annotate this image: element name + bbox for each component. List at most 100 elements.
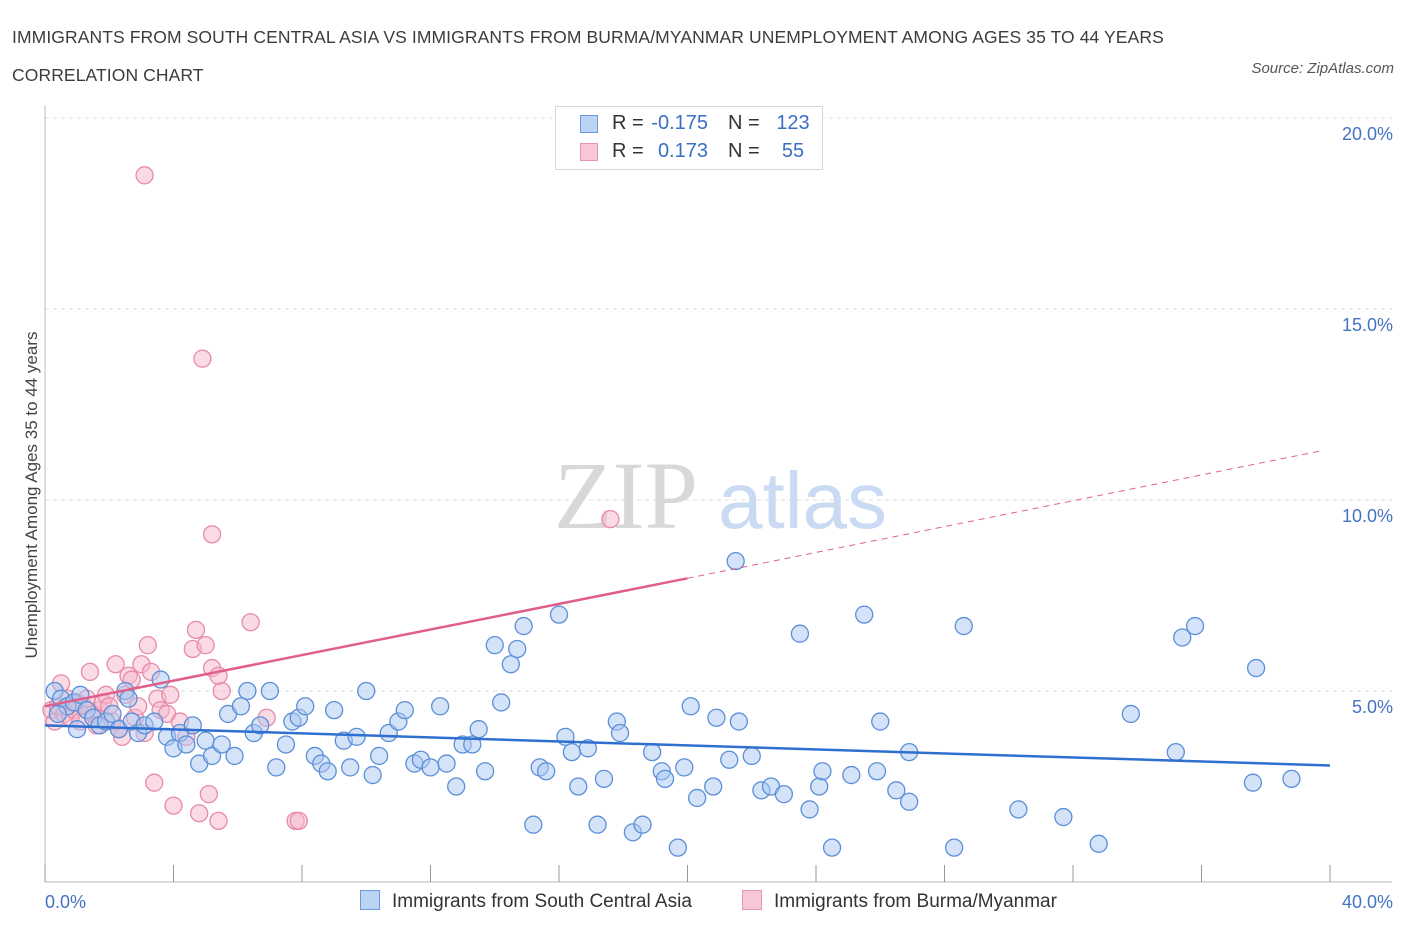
bottom-legend-label: Immigrants from Burma/Myanmar bbox=[774, 891, 1057, 912]
data-point bbox=[729, 712, 749, 731]
data-point bbox=[260, 681, 280, 701]
bottom-legend-burma: Immigrants from Burma/Myanmar bbox=[742, 890, 1057, 913]
data-point bbox=[800, 800, 819, 819]
data-point bbox=[202, 525, 222, 544]
data-point bbox=[508, 639, 527, 659]
y-tick-label: 10.0% bbox=[1342, 506, 1393, 526]
y-tick-label: 15.0% bbox=[1342, 315, 1393, 335]
data-point bbox=[103, 704, 122, 724]
data-point bbox=[251, 716, 270, 735]
chart-title: IMMIGRANTS FROM SOUTH CENTRAL ASIA VS IM… bbox=[12, 27, 1164, 85]
bottom-legend-swatch-pink bbox=[742, 890, 762, 910]
data-point bbox=[238, 681, 257, 701]
data-point bbox=[106, 655, 125, 674]
data-point bbox=[289, 811, 308, 831]
data-point bbox=[742, 746, 761, 766]
data-point bbox=[822, 838, 842, 857]
data-point bbox=[549, 605, 569, 624]
data-point bbox=[633, 815, 652, 834]
y-axis-label: Unemployment Among Ages 35 to 44 years bbox=[22, 332, 41, 659]
data-point bbox=[369, 746, 389, 766]
data-point bbox=[537, 762, 556, 781]
data-point bbox=[944, 838, 964, 857]
data-point bbox=[601, 509, 620, 529]
data-point bbox=[212, 681, 231, 701]
data-point bbox=[347, 727, 366, 746]
data-point bbox=[80, 662, 100, 682]
trend-line-south-central-asia bbox=[44, 724, 1331, 767]
x-tick-label-min: 0.0% bbox=[45, 892, 86, 912]
bottom-legend-swatch-blue bbox=[360, 890, 380, 910]
data-point bbox=[209, 811, 228, 831]
legend-swatch-pink bbox=[580, 143, 598, 161]
data-point bbox=[492, 693, 511, 712]
data-point bbox=[1009, 800, 1028, 819]
data-point bbox=[720, 750, 739, 769]
data-point bbox=[212, 735, 231, 754]
data-point bbox=[675, 758, 694, 777]
data-point bbox=[161, 685, 180, 704]
watermark-zip: ZIP bbox=[554, 442, 698, 549]
data-point bbox=[485, 636, 504, 655]
data-point bbox=[578, 739, 598, 758]
data-point bbox=[395, 700, 414, 720]
data-point bbox=[726, 551, 745, 571]
data-point bbox=[324, 700, 344, 720]
data-point bbox=[119, 689, 138, 708]
data-point bbox=[145, 712, 164, 731]
legend-n-value: 123 bbox=[776, 112, 810, 134]
axes bbox=[44, 105, 1392, 883]
legend-r-label: R = bbox=[612, 140, 644, 162]
data-point bbox=[867, 762, 887, 781]
trend-line-burma bbox=[44, 577, 688, 708]
data-point bbox=[196, 636, 215, 655]
data-point bbox=[341, 758, 360, 777]
data-point bbox=[138, 636, 157, 655]
trend-lines bbox=[44, 449, 1331, 767]
data-point bbox=[357, 681, 376, 701]
data-point bbox=[67, 720, 87, 739]
y-tick-label: 5.0% bbox=[1352, 697, 1393, 717]
data-point bbox=[569, 777, 588, 796]
data-point bbox=[588, 815, 607, 834]
source-credit: Source: ZipAtlas.com bbox=[1251, 60, 1394, 77]
data-point bbox=[524, 815, 543, 834]
data-point bbox=[514, 616, 533, 636]
series-south-central-asia-points bbox=[45, 551, 1301, 857]
data-point bbox=[687, 788, 707, 808]
data-point bbox=[190, 804, 209, 823]
data-point bbox=[463, 735, 482, 754]
data-point bbox=[267, 758, 286, 777]
data-point bbox=[655, 769, 675, 789]
data-point bbox=[1173, 628, 1192, 647]
data-point bbox=[437, 754, 456, 773]
data-point bbox=[186, 620, 206, 640]
data-point bbox=[475, 762, 495, 781]
data-point bbox=[562, 742, 581, 762]
legend-n-label: N = bbox=[728, 140, 760, 162]
legend-n-label: N = bbox=[728, 112, 760, 134]
data-point bbox=[790, 624, 810, 643]
data-point bbox=[1282, 769, 1301, 789]
data-point bbox=[1243, 773, 1263, 792]
data-point bbox=[164, 796, 183, 815]
legend-r-label: R = bbox=[612, 112, 644, 134]
bottom-legend-label: Immigrants from South Central Asia bbox=[392, 891, 692, 912]
data-point bbox=[610, 723, 630, 743]
trend-line-burma-extension bbox=[687, 449, 1324, 579]
data-point bbox=[900, 792, 919, 811]
data-point bbox=[231, 697, 251, 716]
data-point bbox=[135, 166, 154, 185]
data-point bbox=[594, 769, 614, 789]
data-point bbox=[643, 742, 662, 762]
data-point bbox=[501, 655, 520, 674]
data-point bbox=[430, 697, 450, 716]
data-point bbox=[871, 712, 890, 731]
legend-r-value: -0.175 bbox=[651, 112, 708, 134]
data-point bbox=[774, 784, 794, 804]
data-point bbox=[842, 765, 861, 785]
data-point bbox=[447, 777, 466, 796]
watermark-atlas: atlas bbox=[718, 456, 887, 545]
data-point bbox=[1185, 616, 1205, 636]
